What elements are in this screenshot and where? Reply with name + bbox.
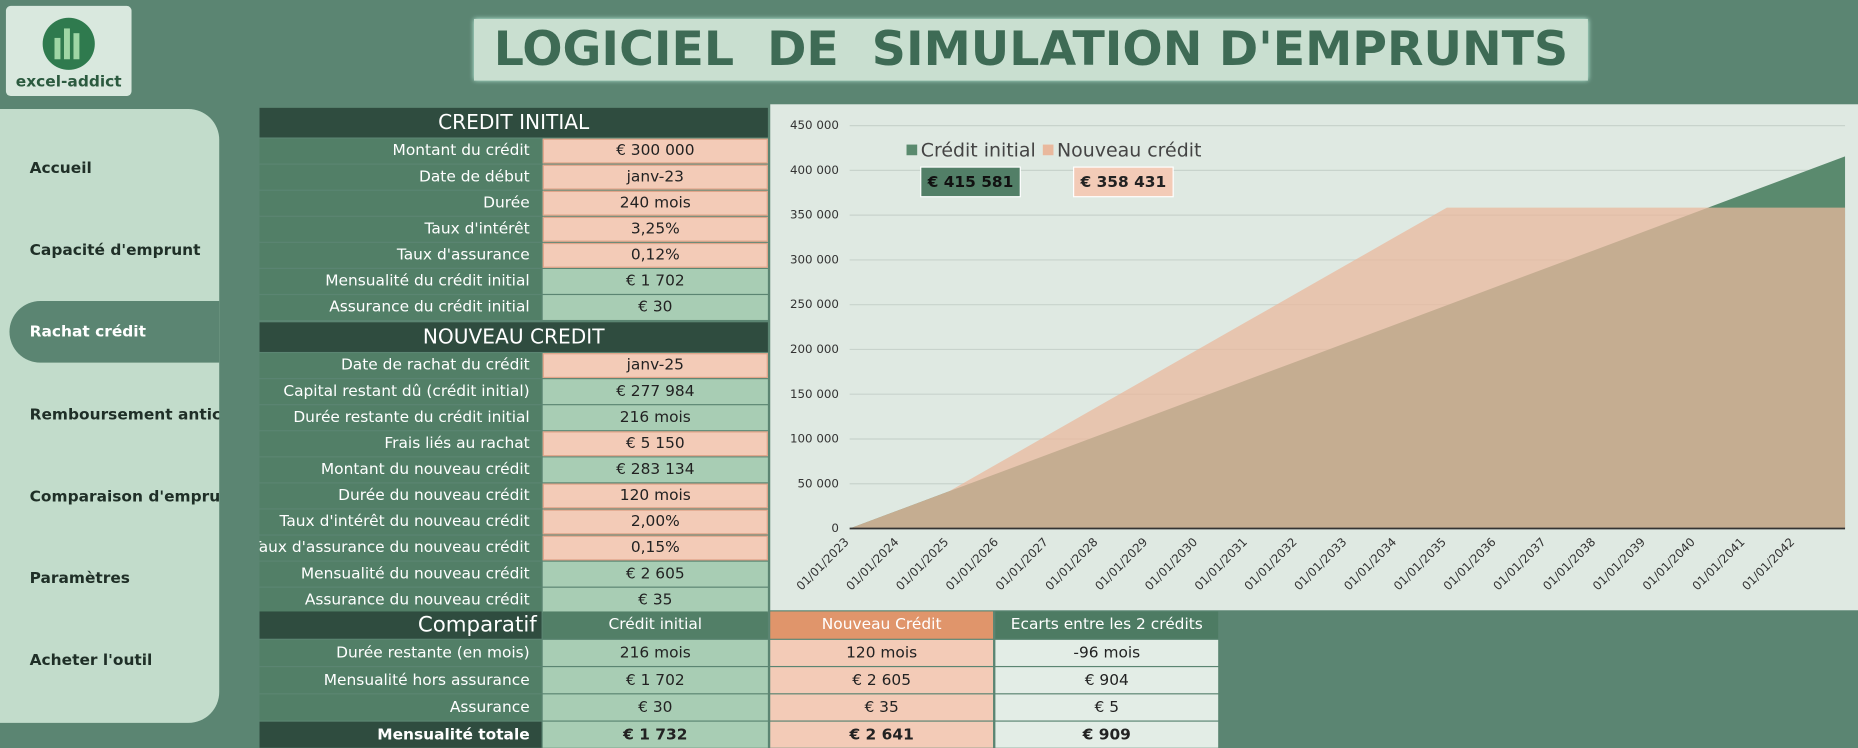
total-box [920, 166, 1021, 198]
input-cell: 0,15% [542, 535, 768, 561]
nav-item[interactable]: Accueil [29, 159, 92, 178]
row-label: Durée du nouveau crédit [259, 483, 542, 509]
legend-label: Nouveau crédit [1057, 139, 1201, 161]
column-header: Ecarts entre les 2 crédits [995, 611, 1219, 639]
compare-cell: € 2 605 [770, 667, 994, 694]
compare-cell: € 1 702 [542, 667, 768, 694]
row-label: Montant du crédit [259, 138, 542, 164]
comparatif-title: Comparatif [259, 611, 542, 639]
output-cell: € 30 [542, 295, 768, 320]
input-cell: 240 mois [542, 190, 768, 216]
input-cell: € 5 150 [542, 431, 768, 457]
nav-item[interactable]: Comparaison d'emprunts [29, 487, 220, 506]
y-tick-label: 100 000 [790, 432, 839, 446]
row-label: Taux d'assurance du nouveau crédit [259, 535, 542, 561]
nav-item[interactable]: Acheter l'outil [29, 651, 153, 669]
logo: excel-addict [5, 5, 132, 96]
y-tick-label: 250 000 [790, 297, 839, 311]
row-label: Taux d'intérêt [259, 216, 542, 242]
y-tick-label: 150 000 [790, 387, 839, 401]
input-cell: € 300 000 [542, 138, 768, 164]
row-label: Assurance [259, 694, 542, 721]
legend-swatch [1042, 144, 1054, 156]
legend-swatch [906, 144, 918, 156]
compare-cell: -96 mois [995, 639, 1219, 666]
input-cell: janv-25 [542, 353, 768, 379]
column-header: Crédit initial [542, 611, 768, 639]
row-label: Durée restante (en mois) [259, 639, 542, 666]
chart: 0 50 000 100 000 150 000 200 000 250 000 300 0… [770, 104, 1858, 611]
row-label: Date de début [259, 164, 542, 190]
input-cell: 120 mois [542, 483, 768, 509]
y-tick-label: 450 000 [790, 118, 839, 132]
row-label: Durée restante du crédit initial [259, 405, 542, 431]
row-label: Capital restant dû (crédit initial) [259, 379, 542, 405]
input-cell: janv-23 [542, 164, 768, 190]
section-header: NOUVEAU CREDIT [259, 322, 768, 352]
logo-icon [42, 17, 95, 70]
row-label: Date de rachat du crédit [259, 353, 542, 379]
y-tick-label: 400 000 [790, 163, 839, 177]
title-banner: LOGICIEL DE SIMULATION D'EMPRUNTS [473, 18, 1588, 81]
compare-cell: € 30 [542, 694, 768, 721]
total-label: € 415 581 [927, 173, 1014, 191]
output-cell: € 277 984 [542, 379, 768, 405]
compare-cell: € 35 [770, 694, 994, 721]
compare-cell: € 5 [995, 694, 1219, 721]
output-cell: € 2 605 [542, 561, 768, 587]
sidebar [0, 109, 220, 723]
row-label: Frais liés au rachat [259, 431, 542, 457]
compare-cell: € 904 [995, 667, 1219, 694]
row-label: Durée [259, 190, 542, 216]
row-label: Mensualité totale [259, 721, 542, 748]
nav-item[interactable]: Remboursement anticipé [29, 405, 220, 424]
compare-cell: € 2 641 [770, 721, 994, 748]
nav-item[interactable]: Capacité d'emprunt [29, 241, 201, 259]
input-cell: 0,12% [542, 242, 768, 268]
y-tick-label: 0 [831, 521, 839, 535]
output-cell: € 1 702 [542, 268, 768, 294]
output-cell: 216 mois [542, 405, 768, 431]
output-cell: € 283 134 [542, 457, 768, 483]
y-tick-label: 300 000 [790, 252, 839, 266]
compare-cell: 216 mois [542, 639, 768, 666]
y-tick-label: 200 000 [790, 342, 839, 356]
y-tick-label: 50 000 [798, 476, 839, 490]
compare-cell: € 1 732 [542, 721, 768, 748]
compare-cell: € 909 [995, 721, 1219, 748]
area [849, 207, 1846, 529]
section-header: CREDIT INITIAL [259, 107, 768, 138]
nav-item[interactable]: Rachat crédit [9, 300, 220, 363]
total-box [1073, 166, 1174, 198]
row-label: Assurance du crédit initial [259, 295, 542, 320]
y-tick-label: 350 000 [790, 208, 839, 222]
row-label: Mensualité du crédit initial [259, 268, 542, 294]
row-label: Taux d'intérêt du nouveau crédit [259, 509, 542, 535]
legend-label: Crédit initial [921, 139, 1036, 161]
output-cell: € 35 [542, 587, 768, 613]
total-label: € 358 431 [1080, 173, 1167, 191]
row-label: Taux d'assurance [259, 242, 542, 268]
row-label: Mensualité du nouveau crédit [259, 561, 542, 587]
nav-item[interactable]: Paramètres [29, 569, 130, 588]
input-cell: 3,25% [542, 216, 768, 242]
title: LOGICIEL DE SIMULATION D'EMPRUNTS [493, 22, 1569, 78]
compare-cell: 120 mois [770, 639, 994, 666]
column-header: Nouveau Crédit [770, 611, 994, 639]
input-cell: 2,00% [542, 509, 768, 535]
row-label: Assurance du nouveau crédit [259, 587, 542, 613]
row-label: Mensualité hors assurance [259, 667, 542, 694]
logo-text: excel-addict [15, 73, 122, 92]
row-label: Montant du nouveau crédit [259, 457, 542, 483]
x-tick-label: 01/01/2042 [1739, 535, 1797, 593]
